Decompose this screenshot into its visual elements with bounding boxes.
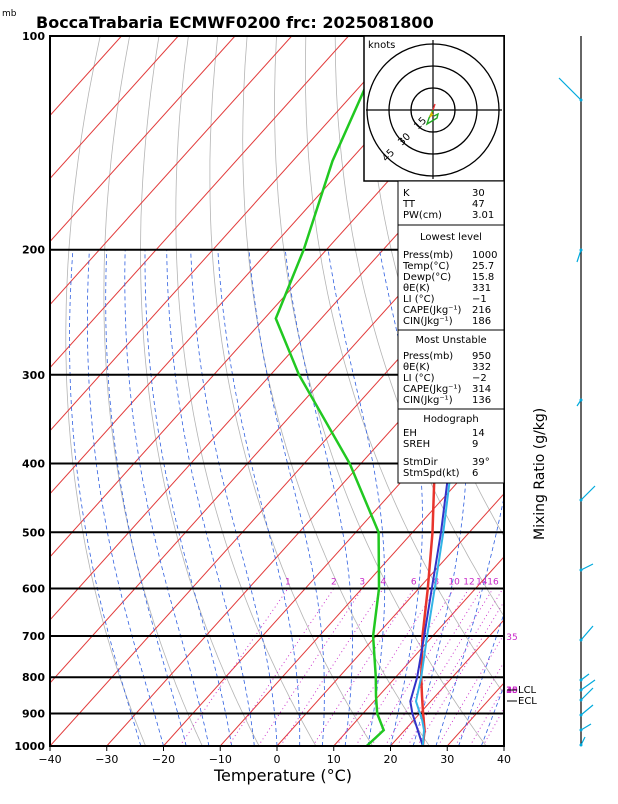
mixing-ratio-label: 10 — [448, 577, 460, 587]
table-row-value: 1000 — [472, 250, 497, 261]
table-row-label: PW(cm) — [403, 210, 442, 221]
wind-barb-dot — [580, 744, 583, 747]
table-row-label: CIN(Jkg⁻¹) — [403, 395, 453, 406]
pressure-tick-label: 900 — [22, 708, 45, 721]
wind-barb-dot — [580, 729, 583, 732]
table-row-value: 9 — [472, 439, 478, 450]
temperature-tick-label: −30 — [95, 753, 118, 766]
table-row-label: StmDir — [403, 457, 438, 468]
table-row-value: 331 — [472, 283, 491, 294]
table-row-value: 314 — [472, 384, 491, 395]
temperature-tick-label: 0 — [274, 753, 281, 766]
temperature-tick-label: −10 — [209, 753, 232, 766]
indices-table: K 30 TT 47 PW(cm) 3.01 Lowest level Press(mb) 10… — [398, 181, 504, 483]
wind-barb-dot — [580, 399, 583, 402]
table-row-value: 332 — [472, 362, 491, 373]
mixing-ratio-label: 6 — [411, 577, 417, 587]
table-row-label: Press(mb) — [403, 351, 453, 362]
table-row-label: LI (°C) — [403, 373, 435, 384]
temperature-tick-label: 30 — [440, 753, 454, 766]
table-row-label: CIN(Jkg⁻¹) — [403, 316, 453, 327]
pressure-tick-label: 600 — [22, 583, 45, 596]
table-row-value: 14 — [472, 428, 485, 439]
pressure-tick-label: 1000 — [14, 740, 45, 753]
table-row-label: θE(K) — [403, 362, 430, 373]
wind-barb-dot — [580, 679, 583, 682]
table-row-label: Press(mb) — [403, 250, 453, 261]
table-row-label: CAPE(Jkg⁻¹) — [403, 384, 461, 395]
temperature-tick-label: 20 — [384, 753, 398, 766]
table-row-label: Dewp(°C) — [403, 272, 451, 283]
table-row-value: 216 — [472, 305, 491, 316]
pressure-tick-label: 100 — [22, 30, 45, 43]
temperature-tick-label: −20 — [152, 753, 175, 766]
mixing-ratio-label: 14 — [476, 577, 488, 587]
wind-barb-dot — [580, 714, 583, 717]
wind-barb-dot — [580, 639, 583, 642]
table-row-label: CAPE(Jkg⁻¹) — [403, 305, 461, 316]
table-row-value: 136 — [472, 395, 491, 406]
table-row-value: −1 — [472, 294, 487, 305]
table-row-label: Temp(°C) — [402, 261, 450, 272]
hodograph: knots 15 30 45 — [364, 36, 504, 181]
mixing-ratio-label: 12 — [463, 577, 474, 587]
mixing-ratio-label: 16 — [487, 577, 499, 587]
pressure-tick-label: 400 — [22, 458, 45, 471]
wind-barb-dot — [580, 689, 583, 692]
pressure-unit-label: mb — [2, 9, 17, 19]
table-row-label: TT — [402, 199, 416, 210]
table-row-label: EH — [403, 428, 417, 439]
temperature-tick-label: −40 — [38, 753, 61, 766]
table-row-label: LI (°C) — [403, 294, 435, 305]
mixing-ratio-label: 35 — [506, 633, 517, 643]
pressure-tick-label: 800 — [22, 671, 45, 684]
pressure-tick-label: 200 — [22, 244, 45, 257]
wind-barb-dot — [580, 569, 583, 572]
table-row-value: −2 — [472, 373, 487, 384]
wind-barb-dot — [580, 99, 583, 102]
table-row-value: 47 — [472, 199, 485, 210]
ecl-label: ECL — [518, 696, 537, 707]
mixing-ratio-label: 3 — [359, 577, 365, 587]
mixing-ratio-label: 40 — [506, 686, 518, 696]
wind-barb-dot — [580, 499, 583, 502]
wind-barb-dot — [580, 699, 583, 702]
wind-barb-dot — [580, 249, 583, 252]
table-row-value: 186 — [472, 316, 491, 327]
pressure-tick-label: 300 — [22, 369, 45, 382]
lcl-label: LCL — [518, 685, 537, 696]
section-title: Lowest level — [420, 232, 482, 243]
table-row-value: 15.8 — [472, 272, 494, 283]
table-row-value: 39° — [472, 457, 490, 468]
mixing-ratio-axis-label: Mixing Ratio (g/kg) — [532, 408, 548, 540]
table-row-label: SREH — [403, 439, 430, 450]
x-axis-label: Temperature (°C) — [213, 766, 352, 785]
pressure-tick-label: 500 — [22, 526, 45, 539]
chart-title: BoccaTrabaria ECMWF0200 frc: 2025081800 — [36, 13, 434, 32]
table-row-value: 3.01 — [472, 210, 494, 221]
table-row-value: 950 — [472, 351, 491, 362]
pressure-tick-label: 700 — [22, 630, 45, 643]
mixing-ratio-label: 1 — [285, 577, 291, 587]
table-row-value: 30 — [472, 188, 485, 199]
table-row-label: θE(K) — [403, 283, 430, 294]
hodograph-unit-label: knots — [368, 40, 395, 51]
section-title: Hodograph — [423, 414, 478, 425]
section-title: Most Unstable — [415, 335, 486, 346]
table-row-value: 25.7 — [472, 261, 494, 272]
temperature-tick-label: 40 — [497, 753, 511, 766]
temperature-tick-label: 10 — [327, 753, 341, 766]
mixing-ratio-label: 4 — [380, 577, 386, 587]
table-row-label: StmSpd(kt) — [403, 468, 460, 479]
table-row-value: 6 — [472, 468, 478, 479]
mixing-ratio-label: 2 — [331, 577, 337, 587]
table-row-label: K — [403, 188, 410, 199]
